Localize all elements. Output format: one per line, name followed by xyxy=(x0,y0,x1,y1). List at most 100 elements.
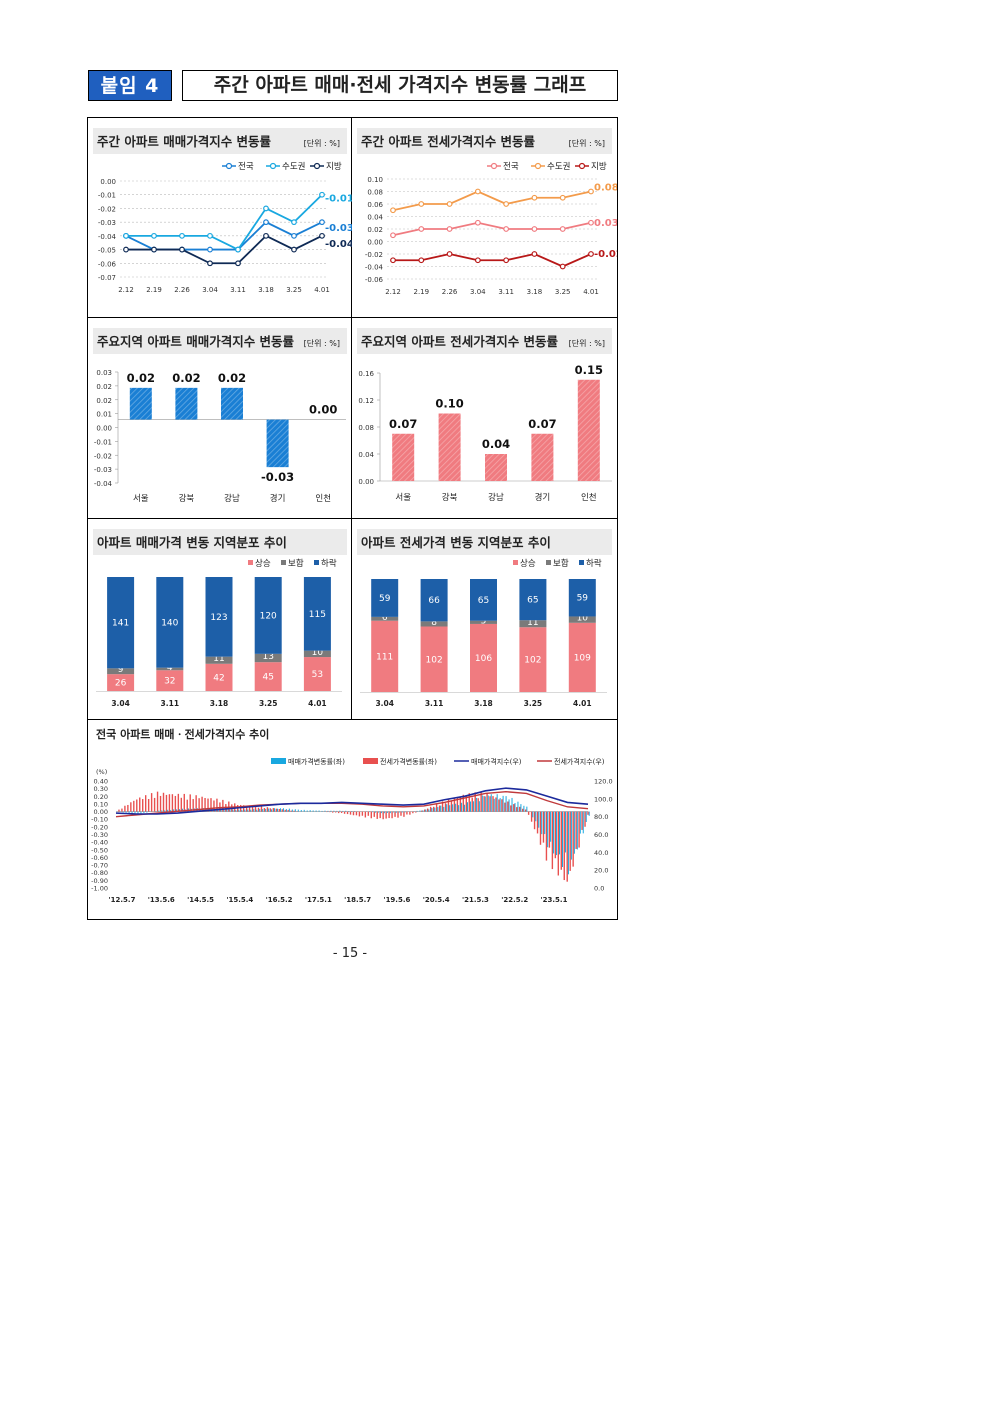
left-tick-label: -0.70 xyxy=(91,862,108,870)
legend-label: 하락 xyxy=(586,558,602,569)
segment-value-label: 115 xyxy=(309,610,326,620)
legend-marker xyxy=(269,162,277,170)
x-tick-label: '13.5.6 xyxy=(148,896,175,904)
bar-강북 xyxy=(175,387,198,420)
jeonse-region-bar-chart: 주요지역 아파트 전세가격지수 변동률 [단위 : %] 0.16 0.12 0.08 0… xyxy=(352,318,617,519)
y-tick-label: 0.00 xyxy=(358,478,374,486)
segment-하락 xyxy=(107,577,135,669)
segment-value-label: 59 xyxy=(577,594,589,604)
segment-value-label: 9 xyxy=(118,665,124,675)
segment-상승 xyxy=(519,627,547,692)
left-tick-label: -0.30 xyxy=(91,831,108,839)
x-tick-label: 4.01 xyxy=(583,288,599,296)
data-point xyxy=(319,191,325,198)
segment-하락 xyxy=(254,577,282,654)
x-tick-label: '14.5.5 xyxy=(187,896,214,904)
legend-marker xyxy=(225,162,233,170)
x-tick-label: '18.5.7 xyxy=(344,896,371,904)
segment-value-label: 32 xyxy=(164,677,175,687)
legend-label: 매매가격변동률(좌) xyxy=(288,757,345,766)
data-point xyxy=(263,232,269,239)
chart-title: 전국 아파트 매매ㆍ전세가격지수 추이 xyxy=(96,727,269,741)
y-tick-label: -0.02 xyxy=(365,251,383,259)
legend-label: 전세가격지수(우) xyxy=(554,757,605,766)
y-tick-label: 0.04 xyxy=(367,214,383,222)
y-tick-label: 0.02 xyxy=(367,226,383,234)
category-label: 3.11 xyxy=(425,699,444,708)
segment-value-label: 13 xyxy=(262,652,273,662)
data-point xyxy=(207,260,213,267)
segment-value-label: 10 xyxy=(312,648,324,658)
data-point xyxy=(418,257,425,264)
chart-title-bar xyxy=(93,529,347,555)
y-tick-label: 0.00 xyxy=(96,425,112,433)
data-point xyxy=(588,219,594,226)
segment-하락 xyxy=(371,579,399,617)
data-point xyxy=(559,226,566,232)
data-point xyxy=(531,226,538,232)
legend-label: 전국 xyxy=(503,161,519,172)
data-point xyxy=(151,232,157,239)
data-point xyxy=(291,246,297,253)
sale-weekly-line-chart: 주간 아파트 매매가격지수 변동률 [단위 : %] 전국 수도권 지방 0.00 -0.0… xyxy=(88,118,352,318)
x-tick-label: 3.25 xyxy=(286,286,302,294)
segment-보합 xyxy=(254,653,282,663)
left-tick-label: 0.10 xyxy=(94,800,108,808)
right-tick-label: 60.0 xyxy=(594,831,608,839)
appendix-tag: 붙임 4 xyxy=(88,70,172,101)
y-tick-label: -0.07 xyxy=(98,274,116,282)
left-tick-label: -0.20 xyxy=(91,823,108,831)
y-tick-label: 0.02 xyxy=(96,383,112,391)
category-label: 3.25 xyxy=(259,699,278,708)
segment-하락 xyxy=(470,579,497,621)
y-tick-label: -0.01 xyxy=(94,438,112,446)
data-point xyxy=(390,207,396,214)
chart-title-bar xyxy=(93,128,347,154)
legend-swatch xyxy=(513,560,518,565)
y-tick-label: 0.00 xyxy=(100,178,116,186)
legend-marker xyxy=(313,162,321,170)
category-label: 서울 xyxy=(133,494,149,504)
segment-value-label: 141 xyxy=(112,619,129,629)
segment-value-label: 5 xyxy=(481,616,487,626)
bar-value-label: -0.03 xyxy=(261,470,294,484)
data-point xyxy=(446,201,453,207)
segment-보합 xyxy=(205,656,233,664)
chart-title: 주간 아파트 전세가격지수 변동률 xyxy=(361,134,536,149)
data-point xyxy=(319,219,325,226)
chart-title-bar xyxy=(93,328,347,354)
segment-value-label: 45 xyxy=(262,673,273,683)
right-tick-label: 80.0 xyxy=(594,813,608,821)
end-value-label: -0.01 xyxy=(325,194,352,205)
segment-하락 xyxy=(205,577,233,657)
data-point xyxy=(235,246,241,253)
chart-title: 주간 아파트 매매가격지수 변동률 xyxy=(97,134,272,149)
segment-value-label: 102 xyxy=(426,655,443,665)
left-tick-label: -1.00 xyxy=(91,885,108,893)
bar-서울 xyxy=(129,387,152,420)
data-point xyxy=(418,226,425,232)
y-tick-label: 0.06 xyxy=(367,201,383,209)
left-axis-unit: (%) xyxy=(96,768,107,776)
data-point xyxy=(207,246,213,253)
chart-title-bar xyxy=(357,128,612,154)
segment-상승 xyxy=(303,657,331,691)
x-tick-label: 2.19 xyxy=(413,288,429,296)
left-tick-label: -0.60 xyxy=(91,854,108,862)
chart-unit: [단위 : %] xyxy=(304,338,340,348)
y-tick-label: -0.06 xyxy=(365,276,384,284)
segment-보합 xyxy=(470,620,497,624)
category-label: 4.01 xyxy=(573,699,592,708)
segment-보합 xyxy=(420,621,448,627)
y-tick-label: 0.04 xyxy=(358,451,374,459)
chart-unit: [단위 : %] xyxy=(304,138,340,148)
left-tick-label: -0.40 xyxy=(91,839,108,847)
category-label: 경기 xyxy=(270,493,286,504)
x-tick-label: 2.26 xyxy=(174,286,190,294)
category-label: 3.25 xyxy=(524,699,543,708)
data-point xyxy=(559,263,566,270)
chart-title-bar xyxy=(357,529,612,555)
segment-value-label: 106 xyxy=(475,654,492,664)
chart-unit: [단위 : %] xyxy=(569,338,605,348)
sale-distribution-stacked-chart: 아파트 매매가격 변동 지역분포 추이 상승 보합 하락 26 9 141 3.04 32 4 14… xyxy=(88,519,352,720)
